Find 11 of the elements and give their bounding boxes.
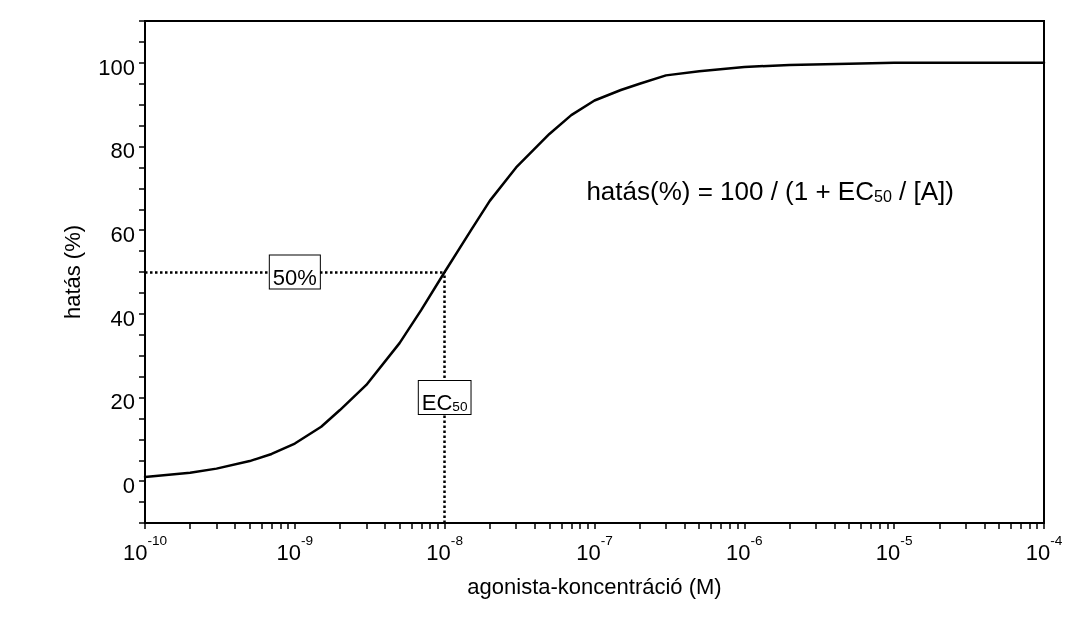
y-tick-label: 40 bbox=[110, 305, 135, 331]
ref-line-label: 50% bbox=[272, 264, 317, 290]
annotation: hatás(%) = 100 / (1 + EC50 / [A]) bbox=[586, 176, 955, 206]
y-tick-label: 60 bbox=[110, 222, 135, 248]
y-tick-label: 100 bbox=[98, 54, 135, 80]
x-axis-title: agonista-koncentráció (M) bbox=[467, 573, 722, 599]
y-tick-label: 0 bbox=[122, 473, 135, 499]
y-tick-label: 80 bbox=[110, 138, 135, 164]
y-tick-label: 20 bbox=[110, 389, 135, 415]
ref-line-label: EC50 bbox=[421, 390, 468, 416]
y-axis-title: hatás (%) bbox=[59, 224, 85, 320]
